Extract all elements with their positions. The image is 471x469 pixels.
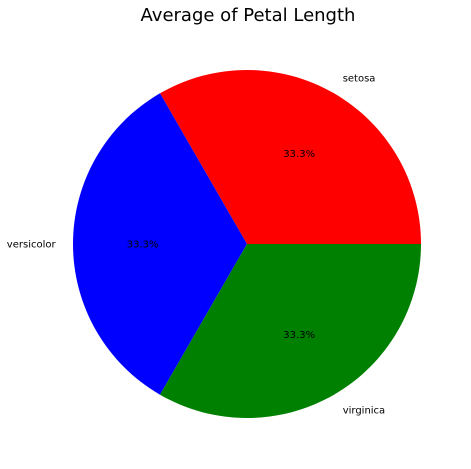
percent-label-versicolor: 33.3% <box>127 240 159 251</box>
pie-slices <box>73 69 421 418</box>
percent-label-virginica: 33.3% <box>283 330 315 341</box>
pie-slice-virginica <box>160 244 421 418</box>
pie-slice-setosa <box>160 69 421 244</box>
pie-labels: setosa 33.3% versicolor 33.3% virginica 33.3% <box>7 74 385 417</box>
category-label-setosa: setosa <box>343 74 376 85</box>
category-label-versicolor: versicolor <box>7 240 57 251</box>
chart-title: Average of Petal Length <box>141 5 356 26</box>
category-label-virginica: virginica <box>343 405 386 416</box>
percent-label-setosa: 33.3% <box>283 149 315 160</box>
